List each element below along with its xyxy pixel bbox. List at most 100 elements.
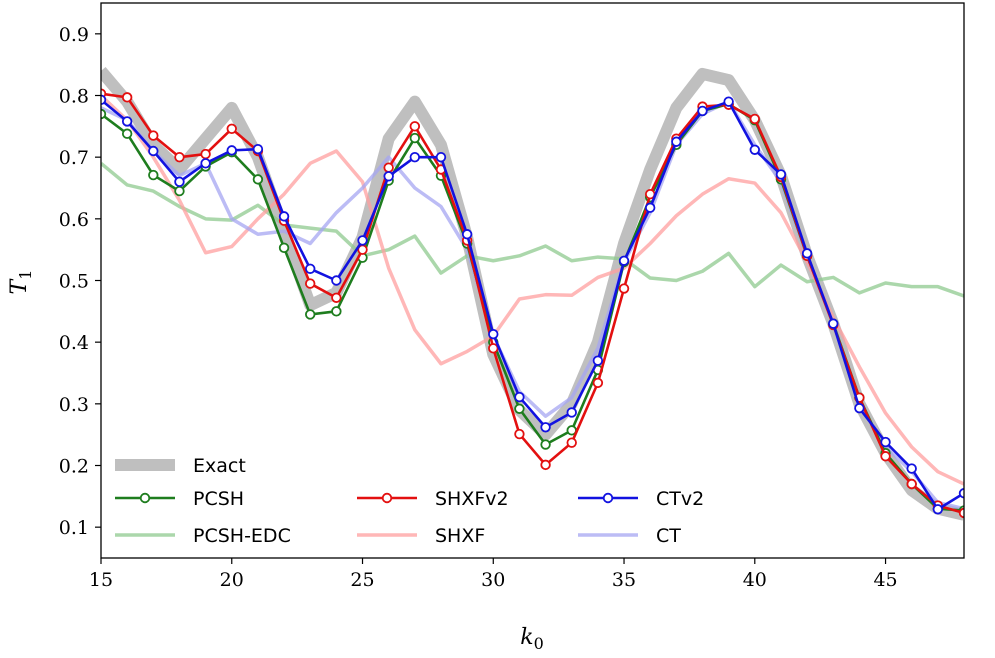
point-ctv2-42 [801,248,813,259]
legend-entry-ctv2: CTv2 [578,488,704,510]
legend-entry-shxfv2: SHXFv2 [357,488,509,510]
point-shxfv2-40 [749,113,760,125]
series-layer [101,66,964,521]
legend-marker-pcsh [139,492,151,504]
legend-label-shxf: SHXF [435,525,485,547]
point-pcsh-24 [331,306,342,317]
point-ctv2-18 [174,176,185,188]
series-line-pcsh-edc [101,161,964,298]
point-ctv2-38 [697,105,708,117]
point-shxfv2-30 [488,343,499,354]
y-axis-label-subscript: 1 [16,270,35,280]
point-ctv2-40 [749,144,760,155]
point-shxfv2-19 [200,148,211,160]
point-ctv2-33 [566,407,577,418]
point-pcsh-22 [278,242,290,254]
point-ctv2-43 [828,318,839,329]
legend-label-shxfv2: SHXFv2 [435,488,509,510]
legend-label-pcsh-edc: PCSH-EDC [193,525,291,547]
point-ctv2-47 [932,504,944,515]
legend-marker-shxfv2 [381,492,393,504]
legend-entry-ct: CT [578,525,681,547]
point-ctv2-15 [101,94,107,106]
x-axis-label-subscript: 0 [534,634,544,653]
x-tick-label-20: 20 [220,569,244,591]
point-shxfv2-16 [121,92,133,103]
point-pcsh-16 [121,128,133,139]
x-tick-label-30: 30 [481,569,505,591]
y-tick-label-0.8: 0.8 [59,86,89,108]
point-ctv2-20 [226,145,237,156]
point-ctv2-35 [618,255,630,266]
point-pcsh-21 [252,174,264,185]
point-ctv2-21 [252,143,264,155]
point-shxfv2-27 [409,121,421,132]
y-axis-label: T1 [7,270,35,295]
point-ctv2-30 [488,328,499,340]
point-ctv2-45 [880,436,891,448]
legend-entry-pcsh: PCSH [115,488,244,510]
point-shxfv2-33 [566,437,577,448]
point-ctv2-22 [278,211,290,222]
point-shxfv2-34 [592,377,604,389]
x-tick-label-15: 15 [89,569,113,591]
x-tick-label-40: 40 [743,569,767,591]
series-pcsh-edc [101,161,964,298]
point-ctv2-36 [644,202,656,213]
y-tick-label-0.6: 0.6 [59,209,89,231]
y-tick-label-0.4: 0.4 [59,332,89,354]
y-tick-label-0.9: 0.9 [59,24,89,46]
x-tick-label-45: 45 [873,569,897,591]
point-ctv2-34 [592,355,604,366]
point-ctv2-17 [148,145,159,157]
y-tick-label-0.5: 0.5 [59,271,89,293]
point-ctv2-41 [775,169,787,180]
axes-layer: 15 20 25 30 35 40 45 0.1 0.2 0.3 0.4 0.5 0.6 0.7 0.8 0.… [59,24,898,591]
point-shxfv2-17 [148,130,159,141]
point-ctv2-25 [357,235,368,246]
point-pcsh-23 [305,309,316,320]
point-ctv2-24 [331,275,342,286]
point-shxfv2-32 [540,459,551,471]
point-ctv2-19 [200,158,211,169]
point-ctv2-28 [435,151,447,163]
point-pcsh-15 [101,108,107,120]
point-shxfv2-20 [226,123,237,135]
point-ctv2-32 [540,422,551,433]
x-axis-label: k0 [520,625,544,653]
point-pcsh-31 [514,403,525,414]
point-shxfv2-23 [305,278,316,289]
point-shxfv2-26 [383,162,394,173]
series-line-ctv2 [101,98,964,511]
point-shxfv2-18 [174,151,185,163]
point-ctv2-44 [854,402,865,414]
legend-label-pcsh: PCSH [193,488,244,510]
point-pcsh-32 [540,439,551,450]
y-axis-label-group: T1 [7,270,35,295]
legend-entry-pcsh-edc: PCSH-EDC [115,525,291,547]
legend-entry-exact: Exact [115,455,246,477]
x-axis-label-main: k [520,625,533,650]
point-ctv2-37 [671,136,682,147]
legend-label-exact: Exact [193,455,246,477]
point-pcsh-27 [409,132,421,144]
point-shxfv2-45 [880,451,891,462]
point-shxfv2-46 [906,478,917,490]
x-tick-label-35: 35 [612,569,636,591]
legend-marker-ctv2 [602,492,614,504]
legend: Exact PCSH SHXFv2 CTv2 PCSH-EDC SHXF CT [115,455,704,547]
point-ctv2-23 [305,263,316,274]
y-axis-label-main: T [7,277,32,294]
point-pcsh-17 [148,169,159,181]
series-ctv2 [101,94,964,515]
series-pcsh [101,98,964,516]
point-ctv2-27 [409,151,421,163]
point-pcsh-18 [174,185,185,197]
point-ctv2-48 [958,488,964,499]
point-ctv2-46 [906,463,917,474]
point-ctv2-31 [514,391,525,403]
point-shxfv2-24 [331,292,342,303]
point-ctv2-26 [383,171,394,182]
y-tick-label-0.3: 0.3 [59,394,89,416]
